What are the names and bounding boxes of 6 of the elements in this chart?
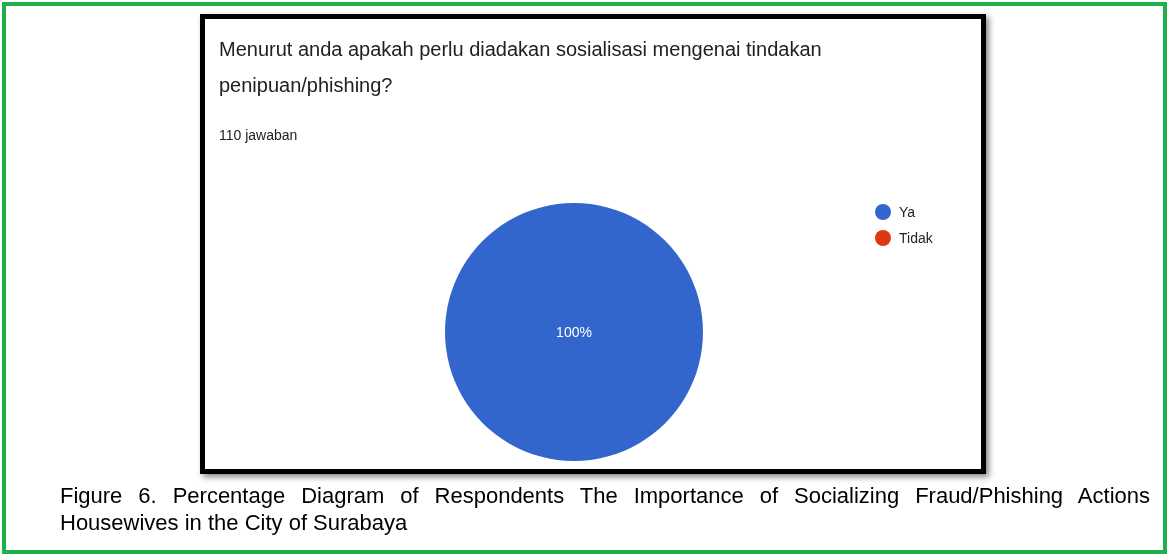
data-label: 100% bbox=[556, 324, 592, 340]
caption: Figure 6. Percentage Diagram of Respondents The Importance of Socializing Fraud/Phishing Actions Housewives in the City of Surabaya bbox=[60, 482, 1150, 536]
legend-label: Tidak bbox=[899, 230, 933, 246]
chart-title: Menurut anda apakah perlu diadakan sosialisasi mengenai tindakan penipuan/phishing? bbox=[219, 37, 823, 98]
legend-label: Ya bbox=[899, 204, 916, 220]
text: 110 jawaban bbox=[219, 127, 298, 143]
